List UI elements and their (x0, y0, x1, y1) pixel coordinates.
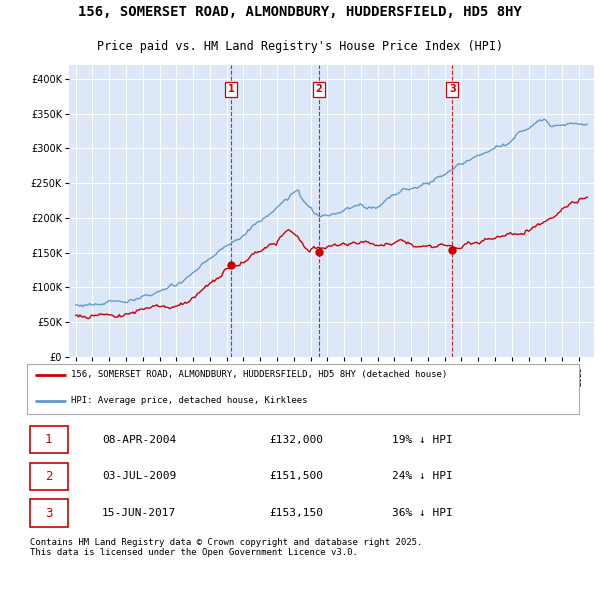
Text: £151,500: £151,500 (269, 471, 323, 481)
Text: Contains HM Land Registry data © Crown copyright and database right 2025.
This d: Contains HM Land Registry data © Crown c… (29, 537, 422, 557)
Text: 156, SOMERSET ROAD, ALMONDBURY, HUDDERSFIELD, HD5 8HY: 156, SOMERSET ROAD, ALMONDBURY, HUDDERSF… (78, 5, 522, 19)
Text: 08-APR-2004: 08-APR-2004 (102, 435, 176, 445)
Text: £132,000: £132,000 (269, 435, 323, 445)
Text: 2: 2 (45, 470, 52, 483)
FancyBboxPatch shape (29, 426, 68, 453)
FancyBboxPatch shape (29, 463, 68, 490)
Text: HPI: Average price, detached house, Kirklees: HPI: Average price, detached house, Kirk… (71, 396, 308, 405)
Text: 36% ↓ HPI: 36% ↓ HPI (392, 508, 453, 518)
Text: 03-JUL-2009: 03-JUL-2009 (102, 471, 176, 481)
Text: 156, SOMERSET ROAD, ALMONDBURY, HUDDERSFIELD, HD5 8HY (detached house): 156, SOMERSET ROAD, ALMONDBURY, HUDDERSF… (71, 370, 448, 379)
Text: £153,150: £153,150 (269, 508, 323, 518)
Text: 3: 3 (45, 507, 52, 520)
Text: 24% ↓ HPI: 24% ↓ HPI (392, 471, 453, 481)
Text: 3: 3 (449, 84, 455, 94)
Text: 1: 1 (228, 84, 235, 94)
Text: Price paid vs. HM Land Registry's House Price Index (HPI): Price paid vs. HM Land Registry's House … (97, 40, 503, 53)
Text: 2: 2 (316, 84, 322, 94)
Text: 15-JUN-2017: 15-JUN-2017 (102, 508, 176, 518)
FancyBboxPatch shape (29, 499, 68, 527)
Text: 19% ↓ HPI: 19% ↓ HPI (392, 435, 453, 445)
FancyBboxPatch shape (27, 364, 579, 414)
Text: 1: 1 (45, 433, 52, 446)
